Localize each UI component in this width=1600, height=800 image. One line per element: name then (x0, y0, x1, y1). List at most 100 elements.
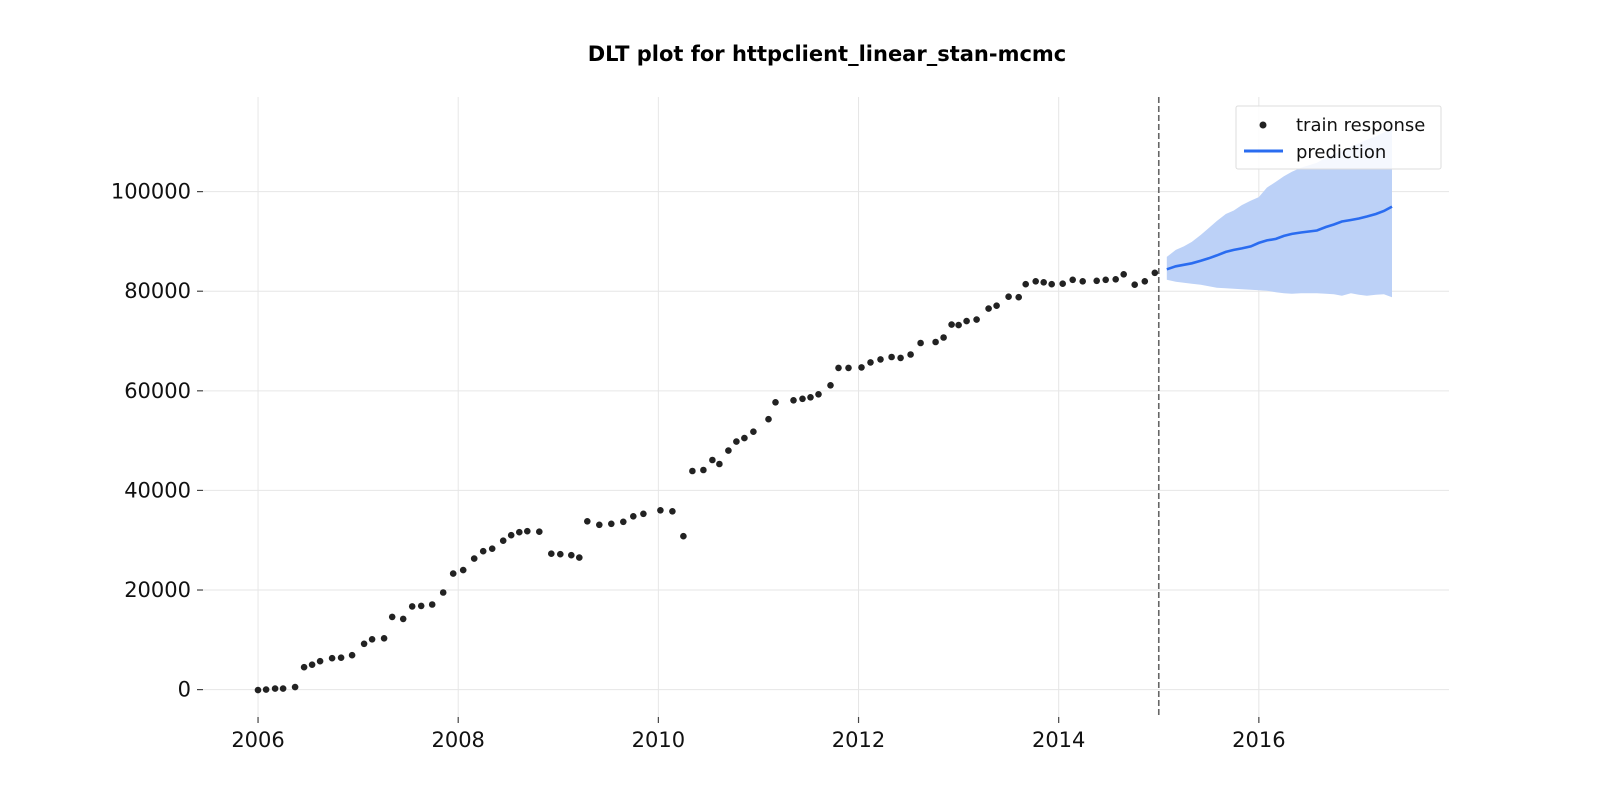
y-tick-label: 80000 (124, 279, 191, 303)
train-point (1131, 281, 1138, 289)
train-point (750, 428, 757, 436)
train-point (516, 528, 523, 536)
train-point (507, 531, 515, 539)
train-point (897, 354, 904, 362)
x-tick-label: 2006 (231, 728, 284, 752)
train-point (408, 603, 416, 610)
train-point (1069, 276, 1076, 284)
y-tick-label: 100000 (111, 180, 191, 204)
train-point (1120, 271, 1127, 278)
train-point (459, 566, 467, 574)
train-point (360, 640, 368, 648)
x-tick-label: 2008 (431, 728, 484, 752)
y-tick-label: 0 (178, 678, 191, 702)
train-point (524, 527, 531, 535)
train-point (932, 338, 939, 346)
train-point (620, 518, 627, 526)
prediction-series-line (1166, 205, 1393, 271)
train-point (845, 364, 852, 372)
train-point (557, 550, 564, 558)
x-tick-label: 2014 (1032, 728, 1085, 752)
train-point (993, 302, 1000, 310)
x-axis: 2006 2008 2010 2012 2014 2016 (231, 717, 1286, 752)
train-point (380, 635, 388, 642)
train-point (428, 601, 436, 608)
train-point (536, 528, 543, 535)
train-point (973, 316, 980, 323)
x-tick-label: 2010 (632, 728, 685, 752)
y-tick-label: 20000 (124, 578, 191, 602)
train-point (417, 602, 425, 610)
train-point (271, 685, 279, 692)
train-point (1022, 280, 1029, 288)
y-tick-label: 60000 (124, 379, 191, 403)
x-tick-label: 2016 (1232, 728, 1285, 752)
train-point (716, 460, 723, 468)
train-points (254, 269, 1159, 694)
x-tick-label: 2012 (832, 728, 885, 752)
train-point (765, 415, 772, 423)
train-point (985, 305, 992, 312)
train-point (488, 545, 496, 552)
train-point (262, 686, 270, 693)
train-point (1079, 278, 1086, 285)
prediction-line (1166, 205, 1393, 271)
train-point (499, 537, 507, 544)
train-point (963, 317, 970, 325)
legend-train-label: train response (1296, 115, 1425, 136)
train-point (835, 364, 842, 372)
train-point (316, 657, 324, 665)
train-point (1102, 276, 1109, 284)
train-point (254, 686, 262, 694)
train-point (790, 397, 797, 404)
train-point (807, 394, 814, 401)
train-point (733, 438, 740, 445)
train-point (1005, 293, 1012, 301)
legend-train-marker (1259, 121, 1267, 129)
train-point (867, 359, 874, 366)
y-tick-label: 40000 (124, 478, 191, 502)
train-point (596, 521, 603, 529)
train-point (279, 685, 287, 692)
train-point (568, 551, 575, 559)
train-point (479, 547, 487, 555)
train-point (815, 391, 822, 398)
train-point (799, 395, 806, 403)
train-point (608, 520, 615, 528)
legend-frame (1235, 105, 1442, 170)
train-point (548, 550, 555, 557)
train-point (709, 456, 716, 464)
train-point (300, 663, 308, 671)
train-point (1040, 279, 1047, 286)
legend-prediction-label: prediction (1296, 142, 1386, 163)
train-point (576, 554, 583, 561)
train-point (888, 353, 895, 361)
train-point (1151, 269, 1159, 277)
train-point (948, 321, 955, 328)
train-point (907, 351, 914, 358)
train-point (741, 434, 748, 442)
train-point (388, 613, 396, 621)
train-point (399, 615, 407, 623)
train-point (1015, 293, 1022, 301)
train-point (640, 510, 647, 518)
train-point (657, 507, 664, 514)
train-point (1059, 280, 1066, 288)
train-point (1048, 280, 1055, 288)
train-point (725, 447, 732, 454)
train-point (680, 532, 687, 540)
train-point (470, 555, 478, 562)
train-point (348, 651, 356, 659)
train-point (337, 654, 345, 661)
train-point (772, 399, 779, 406)
train-point (877, 356, 884, 363)
train-point (368, 636, 376, 643)
train-point (1032, 278, 1039, 285)
grid-lines (203, 97, 1449, 717)
train-point (449, 570, 457, 577)
train-point (669, 508, 676, 515)
train-point (827, 382, 834, 389)
train-point (1112, 276, 1119, 283)
train-point (584, 518, 591, 525)
